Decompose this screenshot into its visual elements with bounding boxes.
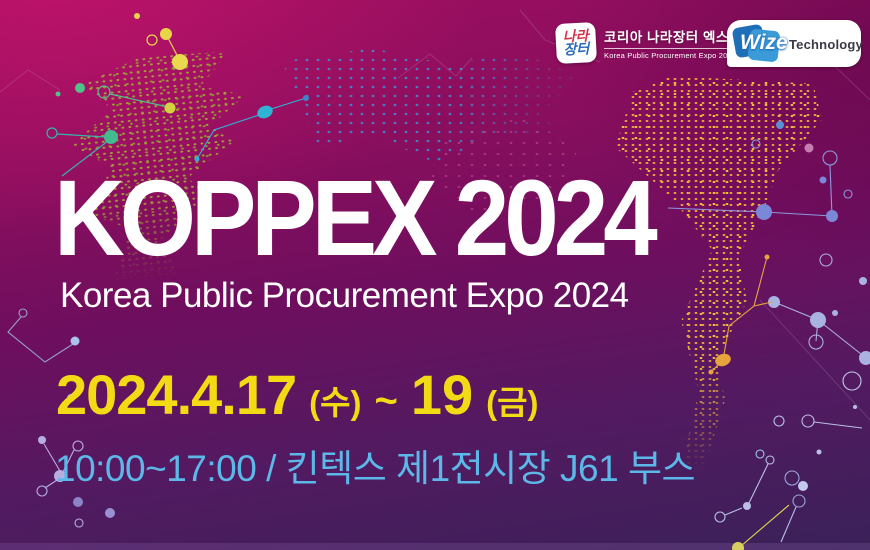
expo-logo-title: 코리아 나라장터 엑스포 [604,30,742,45]
event-title: KOPPEX 2024 [54,157,658,279]
date-start: 2024.4.17 [56,363,297,426]
event-time-location: 10:00~17:00 / 킨텍스 제1전시장 J61 부스 [55,448,696,489]
logo-icon-line2: 장터 [563,40,590,58]
bottom-accent-band [0,543,870,550]
event-subtitle: Korea Public Procurement Expo 2024 [60,276,629,315]
procurement-expo-logo-text: 코리아 나라장터 엑스포 Korea Public Procurement Ex… [604,26,742,60]
date-separator: ~ [374,379,398,423]
procurement-expo-logo: 나라 장터 코리아 나라장터 엑스포 Korea Public Procurem… [554,21,742,65]
wize-brand-text: Wize [740,31,788,54]
wize-technology-logo: Wize Technology [727,20,863,67]
event-dates: 2024.4.17 (수) ~ 19 (금) [56,362,538,427]
date-end: 19 [410,363,474,426]
date-end-day: (금) [486,384,539,421]
date-start-day: (수) [309,384,362,421]
procurement-expo-logo-icon: 나라 장터 [554,21,598,65]
expo-logo-subtitle: Korea Public Procurement Expo 2024 [604,48,742,60]
wize-suffix-text: Technology [789,37,863,52]
